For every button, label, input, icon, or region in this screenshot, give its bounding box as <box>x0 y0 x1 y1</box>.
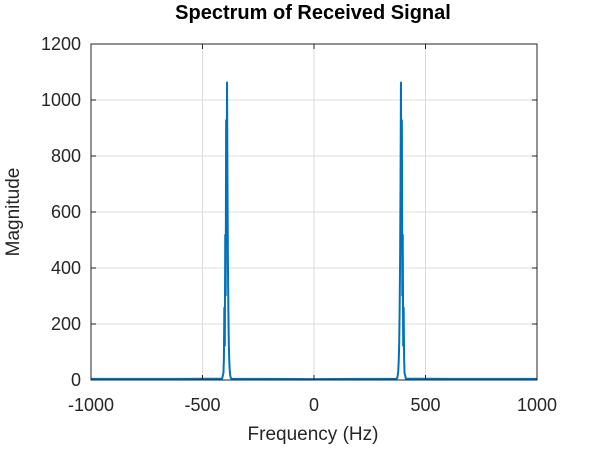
y-tick-label: 400 <box>51 258 81 278</box>
x-tick-label: 1000 <box>517 395 557 415</box>
y-tick-label: 1200 <box>41 34 81 54</box>
x-tick-label: 0 <box>309 395 319 415</box>
y-tick-label: 600 <box>51 202 81 222</box>
chart-title: Spectrum of Received Signal <box>175 2 451 24</box>
y-tick-label: 800 <box>51 146 81 166</box>
y-axis-label: Magnitude <box>3 168 24 257</box>
x-tick-label: 500 <box>410 395 440 415</box>
x-axis-label: Frequency (Hz) <box>248 424 379 444</box>
x-tick-label: -1000 <box>68 395 114 415</box>
y-tick-label: 200 <box>51 314 81 334</box>
axis-ticks: -1000 -500 0 500 1000 0 200 400 600 800 1000 1200 <box>41 34 557 415</box>
y-tick-label: 1000 <box>41 90 81 110</box>
grid-lines <box>90 43 538 381</box>
y-tick-label: 0 <box>71 370 81 390</box>
x-tick-label: -500 <box>184 395 220 415</box>
